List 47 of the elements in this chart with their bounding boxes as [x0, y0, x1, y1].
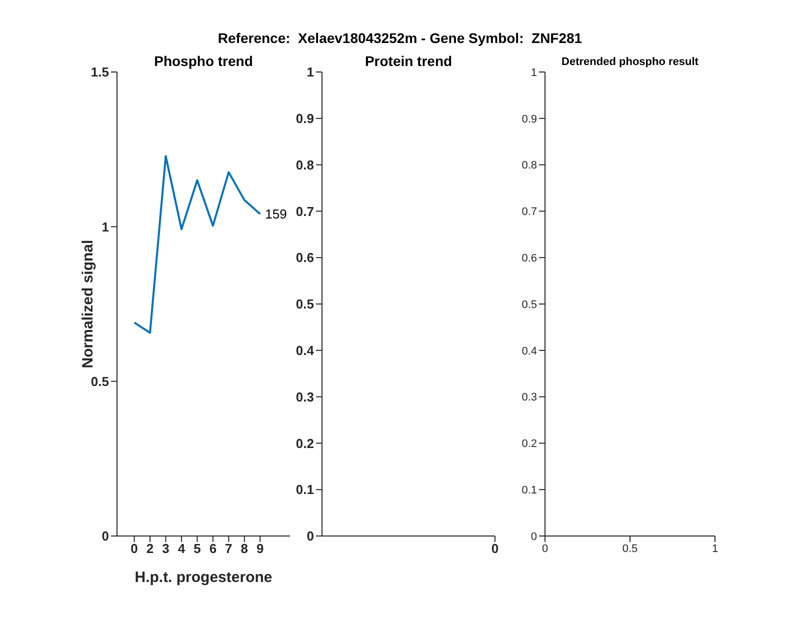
y-tick-label: 1: [102, 219, 109, 234]
y-tick-label: 0.2: [522, 438, 537, 450]
text: Reference: Xelaev18043252m - Gene Symbol: ZNF281: [216, 30, 584, 46]
x-tick-label: 0: [542, 542, 548, 555]
x-tick-label: 9: [256, 541, 264, 556]
y-tick-label: 0.8: [522, 160, 537, 172]
y-tick-label: 0.1: [296, 482, 314, 498]
x-tick-label: 5: [194, 541, 201, 556]
y-tick-label: 0.4: [522, 345, 537, 358]
y-tick-label: 0.8: [296, 157, 314, 172]
y-tick-label: 0.3: [522, 392, 537, 404]
y-tick-label: 0.1: [522, 484, 537, 497]
y-tick-label: 0.5: [90, 374, 109, 389]
x-tick-label: 4: [178, 541, 186, 556]
x-axis-title: H.p.t. progesterone: [134, 569, 272, 586]
annotation: 159: [265, 206, 287, 222]
y-tick-label: 1.5: [90, 64, 109, 80]
y-tick-label: 0.7: [522, 206, 537, 218]
x-tick-label: 6: [209, 541, 217, 556]
x-tick-label: 0: [130, 541, 138, 556]
x-tick-label: 7: [225, 541, 232, 556]
y-tick-label: 1: [306, 64, 314, 80]
y-tick-label: 0.9: [522, 113, 537, 126]
y-tick-label: 0: [102, 528, 109, 544]
y-tick-label: 0.9: [296, 111, 314, 126]
x-tick-label: 3: [162, 541, 170, 556]
line-series: [133, 155, 262, 334]
y-tick-label: 0: [530, 530, 537, 543]
y-tick-label: 0.5: [522, 298, 537, 311]
x-tick-label: 0: [491, 541, 499, 556]
chart-title: Protein trend: [364, 53, 454, 69]
y-tick-label: 0: [306, 528, 314, 544]
y-tick-label: 0.2: [296, 436, 314, 451]
x-tick-label: 0.5: [622, 542, 638, 555]
chart-title: Detrended phospho result: [560, 56, 700, 68]
x-tick-label: 8: [240, 541, 248, 556]
x-tick-label: 2: [146, 541, 154, 556]
y-tick-label: 0.7: [296, 204, 314, 219]
y-tick-label: 0.6: [522, 252, 537, 265]
y-tick-label: 0.4: [296, 343, 315, 358]
y-tick-label: 0.6: [296, 250, 314, 266]
y-tick-label: 0.3: [296, 389, 314, 404]
y-tick-label: 0.5: [296, 296, 314, 312]
y-tick-label: 1: [530, 66, 537, 79]
y-axis-title: Normalized signal: [80, 240, 96, 368]
chart-title: Phospho trend: [153, 53, 254, 69]
x-tick-label: 1: [712, 542, 718, 555]
